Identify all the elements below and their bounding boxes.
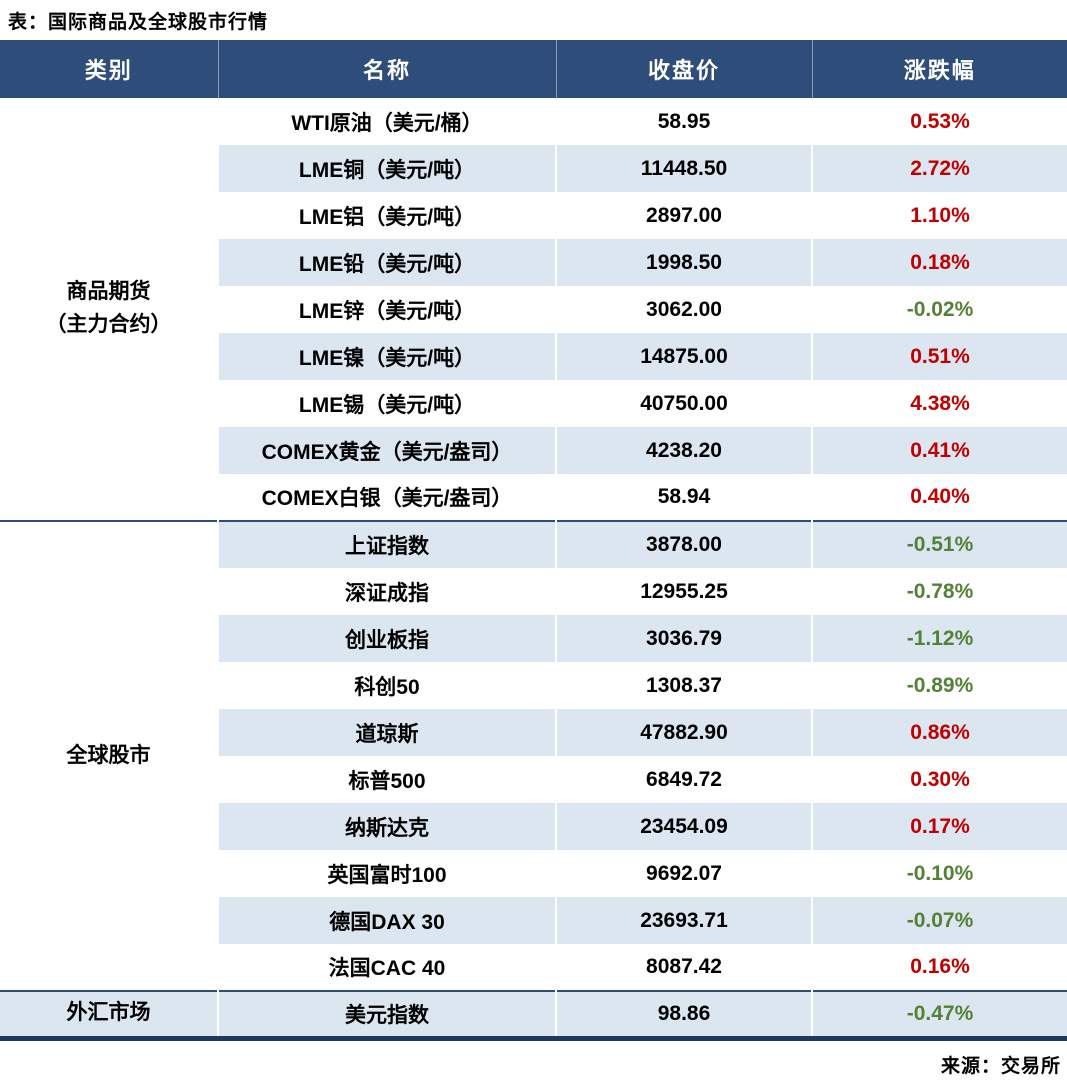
close-price-cell: 1308.37	[555, 662, 812, 709]
name-cell: 法国CAC 40	[217, 944, 556, 991]
name-cell: 英国富时100	[217, 850, 556, 897]
close-price-cell: 1998.50	[555, 239, 812, 286]
close-price-cell: 2897.00	[555, 192, 812, 239]
name-cell: 科创50	[217, 662, 556, 709]
name-cell: LME锌（美元/吨）	[217, 286, 556, 333]
name-cell: 创业板指	[217, 615, 556, 662]
change-percent-cell: 0.18%	[811, 239, 1067, 286]
close-price-cell: 23693.71	[555, 897, 812, 944]
name-cell: LME铅（美元/吨）	[217, 239, 556, 286]
change-percent-cell: -0.10%	[811, 850, 1067, 897]
close-price-cell: 3878.00	[555, 520, 812, 568]
change-percent-cell: -1.12%	[811, 615, 1067, 662]
close-price-cell: 47882.90	[555, 709, 812, 756]
close-price-cell: 23454.09	[555, 803, 812, 850]
close-price-cell: 58.94	[555, 474, 812, 521]
table-row: 深证成指 12955.25 -0.78%	[0, 568, 1067, 615]
change-percent-cell: 0.17%	[811, 803, 1067, 850]
close-price-cell: 12955.25	[555, 568, 812, 615]
name-cell: COMEX黄金（美元/盎司）	[217, 427, 556, 474]
close-price-cell: 6849.72	[555, 756, 812, 803]
column-header: 类别	[0, 40, 218, 98]
change-percent-cell: 0.41%	[811, 427, 1067, 474]
change-percent-cell: -0.07%	[811, 897, 1067, 944]
name-cell: LME铝（美元/吨）	[217, 192, 556, 239]
change-percent-cell: 0.51%	[811, 333, 1067, 380]
change-percent-cell: 1.10%	[811, 192, 1067, 239]
change-percent-cell: -0.02%	[811, 286, 1067, 333]
name-cell: COMEX白银（美元/盎司）	[217, 474, 556, 521]
table-body: 商品期货 （主力合约） WTI原油（美元/桶） 58.95 0.53% LME铜（美元/…	[0, 98, 1067, 1041]
column-header: 涨跌幅	[811, 40, 1067, 98]
change-percent-cell: -0.89%	[811, 662, 1067, 709]
close-price-cell: 58.95	[555, 98, 812, 145]
change-percent-cell: 0.16%	[811, 944, 1067, 991]
close-price-cell: 98.86	[555, 990, 812, 1041]
column-header: 名称	[217, 40, 556, 98]
name-cell: LME镍（美元/吨）	[217, 333, 556, 380]
name-cell: LME铜（美元/吨）	[217, 145, 556, 192]
name-cell: 德国DAX 30	[217, 897, 556, 944]
market-table: 类别 名称 收盘价 涨跌幅 商品期货 （主力合约） WTI原油（美元/桶） 58.95 0.…	[0, 40, 1067, 1041]
close-price-cell: 14875.00	[555, 333, 812, 380]
table-row: 外汇市场 美元指数 98.86 -0.47%	[0, 990, 1067, 1041]
name-cell: 上证指数	[217, 520, 556, 568]
name-cell: WTI原油（美元/桶）	[217, 98, 556, 145]
page-title: 表：国际商品及全球股市行情	[8, 12, 269, 33]
change-percent-cell: 0.53%	[811, 98, 1067, 145]
change-percent-cell: 2.72%	[811, 145, 1067, 192]
name-cell: 标普500	[217, 756, 556, 803]
change-percent-cell: -0.47%	[811, 990, 1067, 1041]
name-cell: 美元指数	[217, 990, 556, 1041]
change-percent-cell: 4.38%	[811, 380, 1067, 427]
close-price-cell: 40750.00	[555, 380, 812, 427]
name-cell: LME锡（美元/吨）	[217, 380, 556, 427]
change-percent-cell: -0.78%	[811, 568, 1067, 615]
header-row: 类别 名称 收盘价 涨跌幅	[0, 40, 1067, 98]
name-cell: 纳斯达克	[217, 803, 556, 850]
table-row: 商品期货 （主力合约） WTI原油（美元/桶） 58.95 0.53%	[0, 98, 1067, 521]
table-row: 全球股市 上证指数 3878.00 -0.51%	[0, 520, 1067, 991]
change-percent-cell: 0.40%	[811, 474, 1067, 521]
close-price-cell: 8087.42	[555, 944, 812, 991]
close-price-cell: 9692.07	[555, 850, 812, 897]
change-percent-cell: -0.51%	[811, 520, 1067, 568]
table-header: 类别 名称 收盘价 涨跌幅	[0, 40, 1067, 98]
close-price-cell: 4238.20	[555, 427, 812, 474]
change-percent-cell: 0.86%	[811, 709, 1067, 756]
close-price-cell: 3062.00	[555, 286, 812, 333]
category-cell: 外汇市场	[0, 990, 218, 1041]
category-cell: 全球股市	[0, 520, 218, 991]
table-row: LME铜（美元/吨） 11448.50 2.72%	[0, 145, 1067, 192]
change-percent-cell: 0.30%	[811, 756, 1067, 803]
close-price-cell: 3036.79	[555, 615, 812, 662]
name-cell: 道琼斯	[217, 709, 556, 756]
name-cell: 深证成指	[217, 568, 556, 615]
category-cell: 商品期货 （主力合约）	[0, 98, 218, 521]
column-header: 收盘价	[555, 40, 812, 98]
source-note: 来源：交易所	[940, 1055, 1061, 1077]
close-price-cell: 11448.50	[555, 145, 812, 192]
